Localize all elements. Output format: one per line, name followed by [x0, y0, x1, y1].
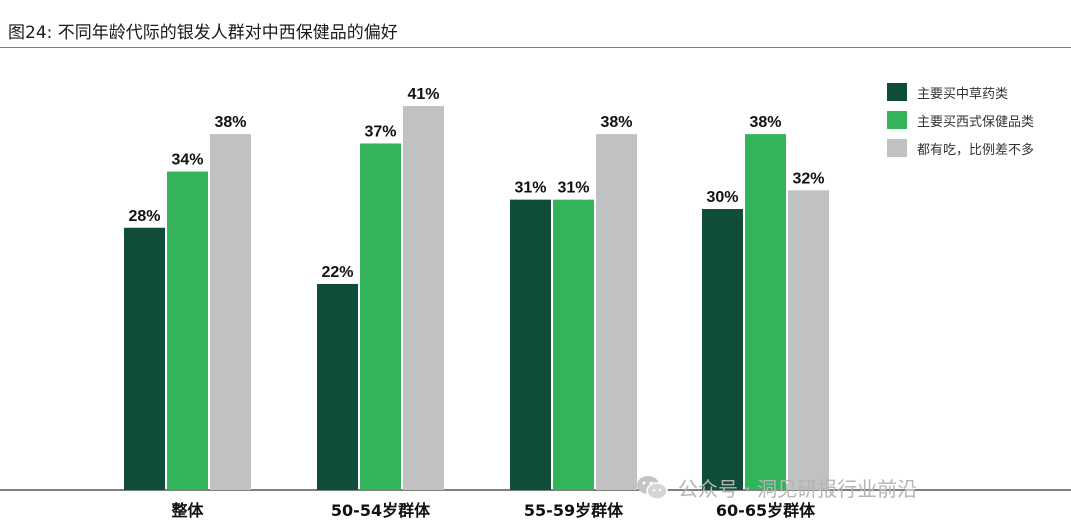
data-label: 31% — [557, 180, 589, 197]
bar — [360, 143, 401, 490]
x-tick-label: 60-65岁群体 — [716, 501, 816, 520]
legend-swatch — [887, 111, 907, 129]
legend-swatch — [887, 83, 907, 101]
wechat-icon — [637, 475, 668, 500]
bar — [553, 199, 594, 490]
legend-label: 主要买中草药类 — [917, 86, 1009, 102]
legend-swatch — [887, 139, 907, 157]
legend-label: 主要买西式保健品类 — [917, 114, 1035, 130]
bar — [510, 199, 551, 490]
data-label: 38% — [600, 114, 632, 131]
data-label: 32% — [792, 170, 824, 187]
data-label: 31% — [514, 180, 546, 197]
bar — [317, 283, 358, 490]
data-label: 28% — [128, 208, 160, 225]
x-tick-label: 50-54岁群体 — [331, 501, 431, 520]
bar — [124, 227, 165, 490]
legend-item: 主要买中草药类 — [887, 78, 1034, 106]
chart-title: 图24: 不同年龄代际的银发人群对中西保健品的偏好 — [8, 23, 398, 43]
data-label: 22% — [321, 264, 353, 281]
data-label: 30% — [706, 189, 738, 206]
data-label: 34% — [171, 152, 203, 169]
bar — [403, 106, 444, 490]
data-label: 37% — [364, 123, 396, 140]
title-divider — [0, 47, 1071, 48]
bar — [702, 209, 743, 490]
bar — [745, 134, 786, 490]
legend-item: 主要买西式保健品类 — [887, 106, 1034, 134]
watermark: 公众号 · 洞见研报行业前沿 — [636, 473, 917, 502]
data-label: 38% — [214, 114, 246, 131]
bar — [788, 190, 829, 491]
x-tick-label: 55-59岁群体 — [524, 501, 624, 520]
data-label: 41% — [407, 86, 439, 103]
legend-item: 都有吃，比例差不多 — [887, 134, 1034, 162]
bar — [210, 134, 251, 490]
bar — [596, 134, 637, 490]
legend-label: 都有吃，比例差不多 — [917, 142, 1035, 158]
chart-legend: 主要买中草药类主要买西式保健品类 都有吃，比例差不多 — [887, 78, 1034, 162]
bar — [167, 171, 208, 490]
data-label: 38% — [749, 114, 781, 131]
x-tick-label: 整体 — [170, 501, 204, 520]
watermark-text: 公众号 · 洞见研报行业前沿 — [678, 477, 918, 501]
